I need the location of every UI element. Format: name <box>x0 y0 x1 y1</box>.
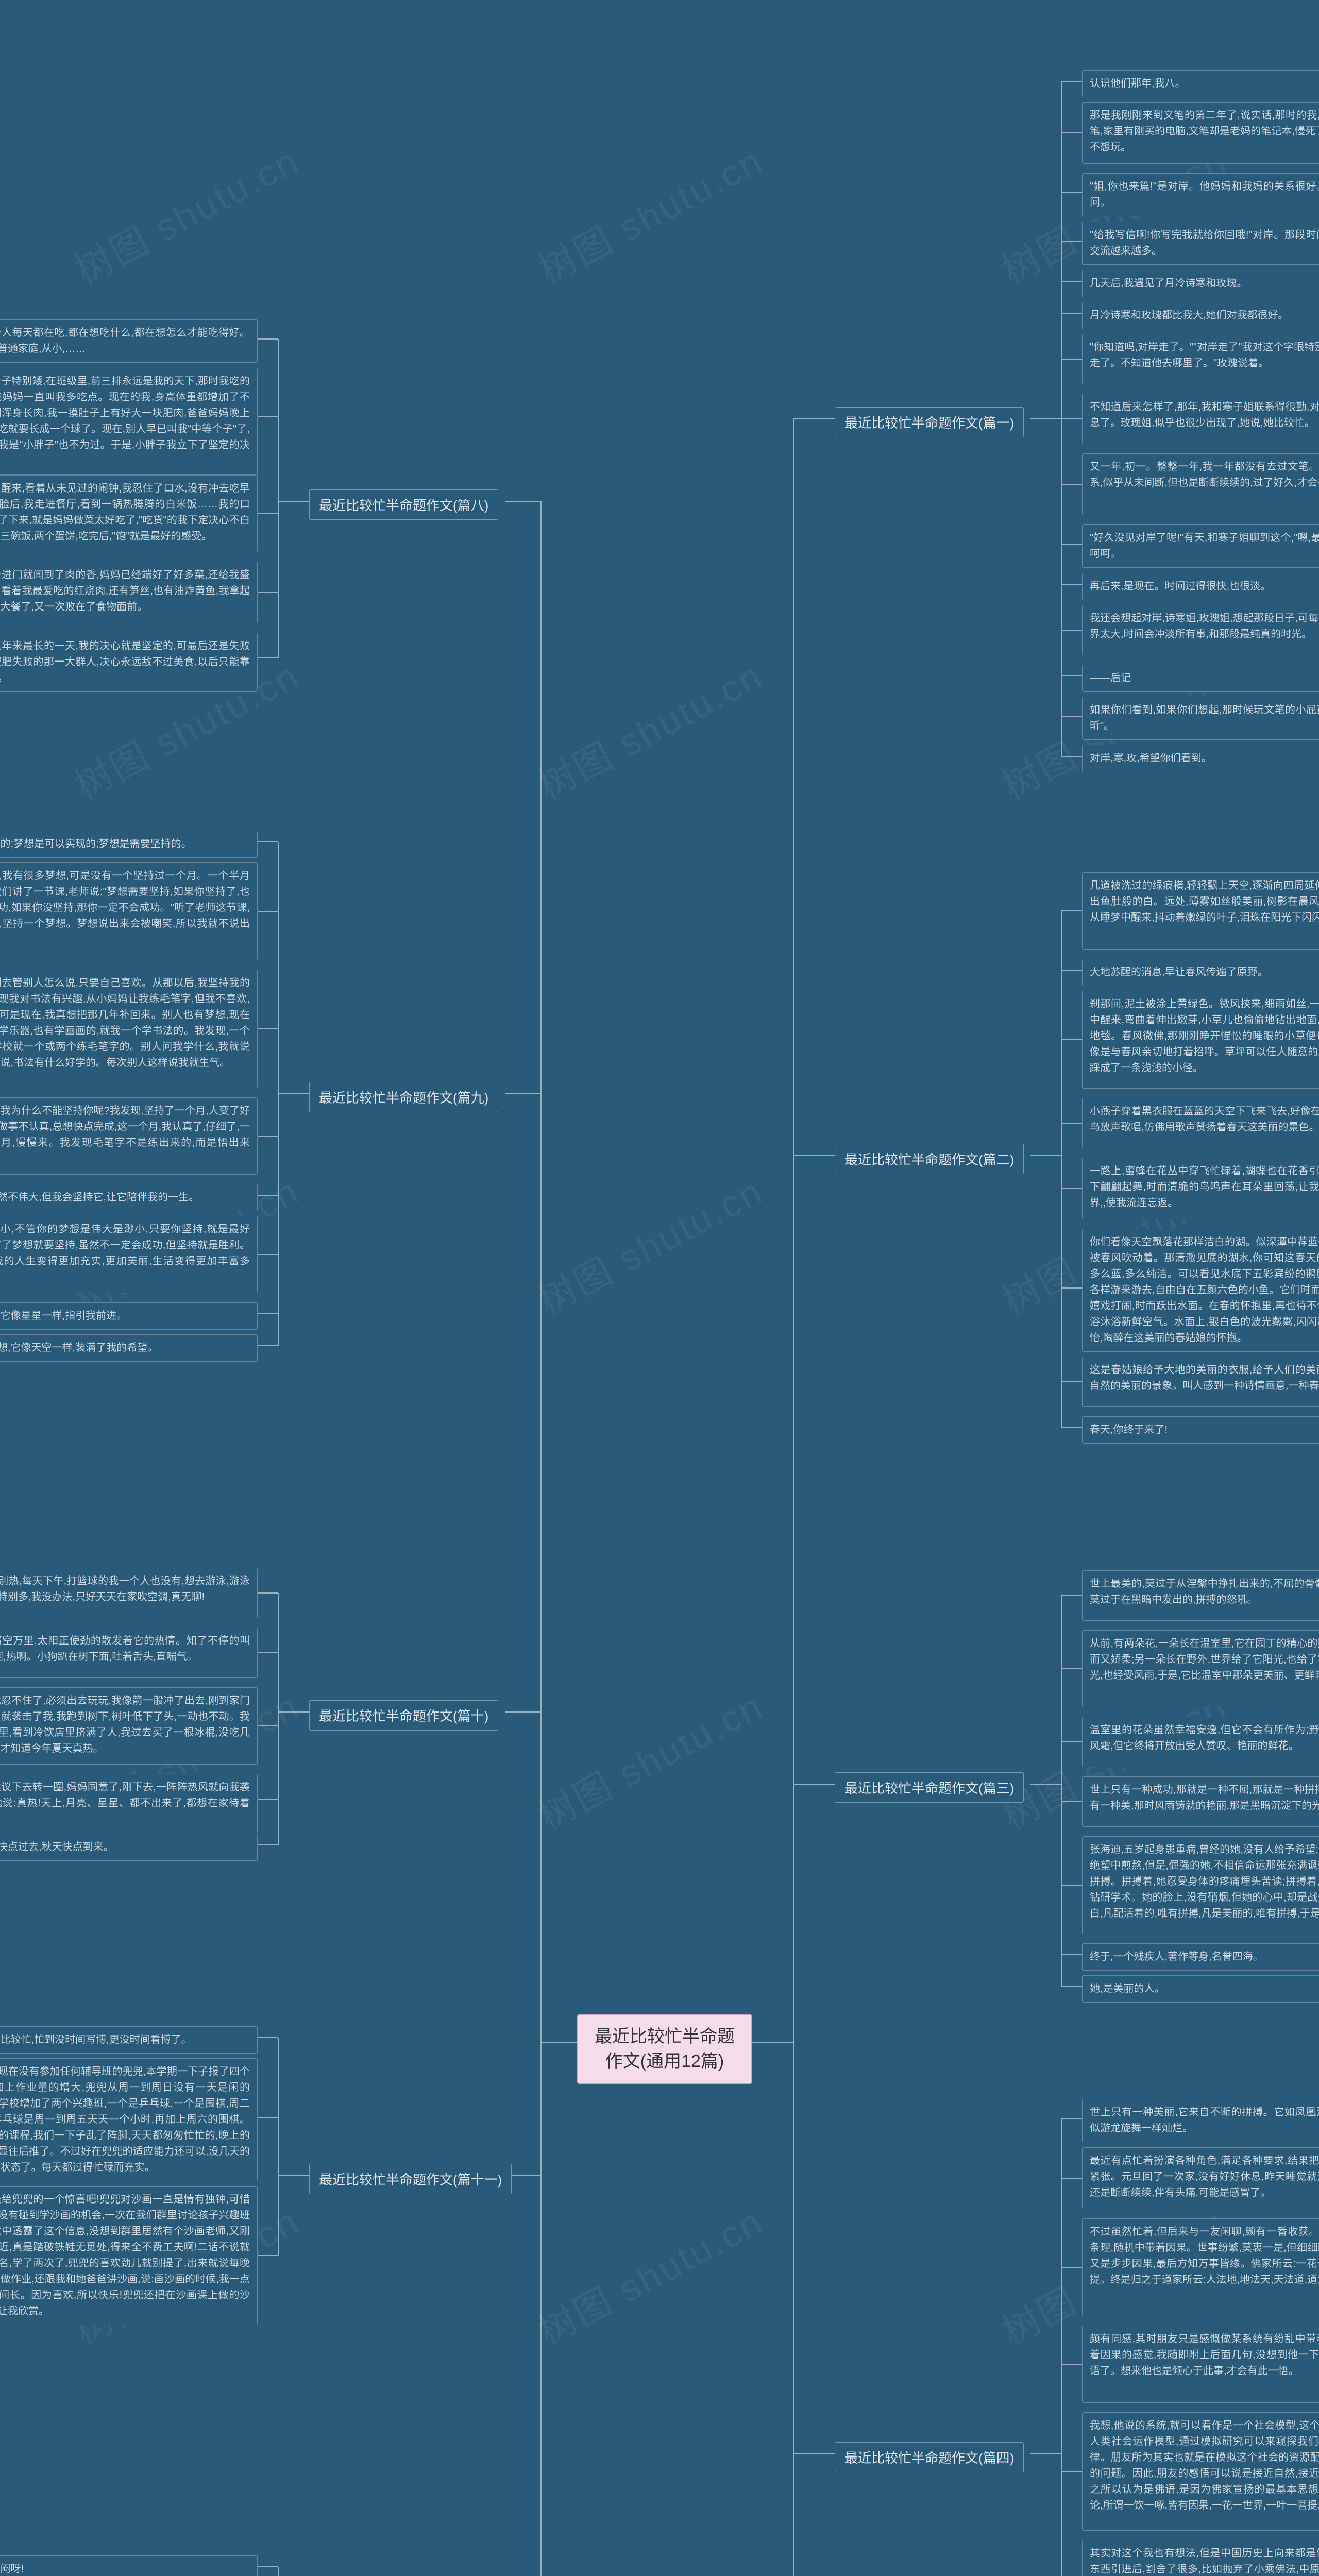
watermark: 树图 shutu.cn <box>63 130 307 294</box>
leaf-node: 张海迪,五岁起身患重病,曾经的她,没有人给予希望;曾经的她,只能在绝望中煎熬,但… <box>1082 1836 1319 1934</box>
leaf-node: 世上最美的,莫过于从涅槃中挣扎出来的,不屈的骨骼;世上最动人的,莫过于在黑暗中发… <box>1082 1570 1319 1621</box>
leaf-node: 从一年级到现在没有参加任何辅导班的兜兜,本学期一下子报了四个兴趣班,再加上作业量… <box>0 2058 258 2181</box>
branch-node: 最近比较忙半命题作文(篇三) <box>835 1772 1024 1803</box>
leaf-node: 一天下午,我忍不住了,必须出去玩玩,我像箭一般冲了出去,刚到家门口,一股热浪就袭… <box>0 1687 258 1765</box>
leaf-node: 大地苏醒的消息,早让春风传遍了原野。 <box>1082 959 1319 986</box>
leaf-node: 认识他们那年,我八。 <box>1082 70 1319 97</box>
leaf-node: 沙画,就算是给兜兜的一个惊喜吧!兜兜对沙画一直是情有独钟,可惜我们一直也没有碰到… <box>0 2186 258 2325</box>
leaf-node: 刹那间,泥土被涂上黄绿色。微风挟来,细雨如丝,一粒粒种子从沉睡中醒来,弯曲着伸出… <box>1082 991 1319 1089</box>
leaf-node: 梦想不分大小,不管你的梦想是伟大是渺小,只要你坚持,就是最好的。所以,有了梦想就… <box>0 1216 258 1293</box>
leaf-node: 那是我刚刚来到文笔的第二年了,说实话,那时的我,并不喜欢超去文笔,家里有刚买的电… <box>1082 102 1319 164</box>
branch-node: 最近比较忙半命题作文(篇二) <box>835 1144 1024 1174</box>
watermark: 树图 shutu.cn <box>527 130 771 294</box>
center-title: 最近比较忙半命题作文(通用12篇) <box>577 2014 752 2084</box>
leaf-node: 我爱我的梦想,它像天空一样,装满了我的希望。 <box>0 1334 258 1362</box>
leaf-node: "好久没见对岸了呢!"有天,和寒子姐聊到这个,"嗯,最近比较忙呢!"忙,呵呵。 <box>1082 524 1319 568</box>
leaf-node: 月冷诗寒和玫瑰都比我大,她们对我都很好。 <box>1082 302 1319 329</box>
leaf-node: 对岸,寒,玫,希望你们看到。 <box>1082 745 1319 772</box>
branch-node: 最近比较忙半命题作文(篇十一) <box>309 2164 512 2194</box>
branch-node: 最近比较忙半命题作文(篇一) <box>835 407 1024 437</box>
branch-node: 最近比较忙半命题作文(篇十) <box>309 1700 498 1731</box>
leaf-node: 从小到现在,我有很多梦想,可是没有一个坚持过一个月。一个半月前,老师给我们讲了一… <box>0 862 258 960</box>
leaf-node: 我喜欢梦想,它像星星一样,指引我前进。 <box>0 1302 258 1330</box>
leaf-node: 烈日当空,晴空万里,太阳正使劲的散发着它的热情。知了不停的叫着:热啊,热啊,热啊… <box>0 1628 258 1678</box>
leaf-node: 我的梦想虽然不伟大,但我会坚持它,让它陪伴我的一生。 <box>0 1184 258 1211</box>
leaf-node: 世上只有一种成功,那就是一种不屈,那就是一种拼搏;同理,世上也只有一种美,那时风… <box>1082 1776 1319 1827</box>
leaf-node: 从前的我,个子特别矮,在班级里,前三排永远是我的天下,那时我吃的也不多,爸爸妈妈… <box>0 368 258 475</box>
leaf-node: "姐,你也来篇!"是对岸。他妈妈和我妈的关系很好。"来篇什么?"我问。 <box>1082 173 1319 216</box>
branch-node: 最近比较忙半命题作文(篇八) <box>309 489 498 520</box>
leaf-node: 你们看像天空飘落花那样洁白的湖。似深潭中荐蓝一般清澈的小河,被春风吹动着。那清澈… <box>1082 1229 1319 1352</box>
leaf-node: 我想,他说的系统,就可以看作是一个社会模型,这个社会就是典型的人类社会运作模型,… <box>1082 2412 1319 2531</box>
leaf-node: 又一年,初一。整整一年,我一年都没有去过文笔。而和寒子姐的联系,似乎从未间断,但… <box>1082 453 1319 515</box>
leaf-node: "给我写信啊!你写完我就给你回哦!"对岸。那段时间,和对岸的书信交流越来越多。 <box>1082 222 1319 265</box>
leaf-node: 几道被洗过的绿痕横,轻轻飘上天空,逐渐向四周延伸,渐渐地,太阳露出鱼肚般的白。远… <box>1082 872 1319 950</box>
leaf-node: 这是春姑娘给予大地的美丽的衣服,给予人们的美丽的享受,给予大自然的美丽的景象。叫… <box>1082 1357 1319 1407</box>
branch-node: 最近比较忙半命题作文(篇四) <box>835 2442 1024 2472</box>
leaf-node: 中午回家,一进门就闻到了肉的香,妈妈已经端好了好多菜,还给我盛了一大碗饭,看着我… <box>0 562 258 623</box>
leaf-node: 晚饭后,我建议下去转一圈,妈妈同意了,刚下去,一阵阵热风就向我袭来,我不由地说:… <box>0 1774 258 1833</box>
leaf-node: 吃,我们每个人每天都在吃,都在想吃什么,都在想怎么才能吃得好。我来自一个普通家庭… <box>0 319 258 363</box>
leaf-node: 颇有同感,其时朋友只是感慨做某系统有纷乱中带着条理,随机中带着因果的感觉,我随即… <box>1082 2326 1319 2403</box>
leaf-node: 她,是美丽的人。 <box>1082 1975 1319 2003</box>
leaf-node: 啊!真让人郁闷呀! <box>0 2555 258 2576</box>
leaf-node: 温室里的花朵虽然幸福安逸,但它不会有所作为;野外的花虽然饱经风霜,但它终将开放出… <box>1082 1717 1319 1767</box>
leaf-node: 终于,一个残疾人,著作等身,名誉四海。 <box>1082 1943 1319 1971</box>
leaf-node: 吃,这是我五年来最长的一天,我的决心就是坚定的,可最后还是失败了,我就像减肥失败… <box>0 633 258 692</box>
leaf-node: "你知道吗,对岸走了。""对岸走了"我对这个字眼特别敏感。"嗯,对岸走了。不知道… <box>1082 334 1319 384</box>
leaf-node: 如果你们看到,如果你们想起,那时候玩文笔的小屁孩"小作家","小文昕"。 <box>1082 697 1319 740</box>
leaf-node: ——后记 <box>1082 665 1319 692</box>
leaf-node: 世上只有一种美丽,它来自不断的拼搏。它如凤凰涅槃一样动人,它似游龙旋舞一样灿烂。 <box>1082 2099 1319 2142</box>
leaf-node: 春天,你终于来了! <box>1082 1416 1319 1444</box>
leaf-node: 小燕子穿着黑衣服在蓝蓝的天空下飞来飞去,好像在玩捉迷藏。百灵鸟放声歌唱,仿佛用歌… <box>1082 1098 1319 1148</box>
leaf-node: 再后来,是现在。时间过得很快,也很淡。 <box>1082 573 1319 600</box>
leaf-node: 我还会想起对岸,诗寒姐,玫瑰姐,想起那段日子,可每个人都比较忙,世界太大,时间会… <box>1082 605 1319 655</box>
leaf-node: 不过虽然忙着,但后来与一友闲聊,颇有一番收获。系统纷乱中带着条理,随机中带着因果… <box>1082 2218 1319 2316</box>
leaf-node: 从前,有两朵花,一朵长在温室里,它在园丁的精心的照顾下,长得悦目而又娇柔;另一朵… <box>1082 1630 1319 1707</box>
leaf-node: 几天后,我遇见了月冷诗寒和玫瑰。 <box>1082 270 1319 297</box>
watermark: 树图 shutu.cn <box>527 2191 771 2355</box>
leaf-node: 第一天,早上醒来,看着从未见过的闹钟,我忍住了口水,没有冲去吃早饭。刷牙洗脸后,… <box>0 475 258 552</box>
leaf-node: 一路上,蜜蜂在花丛中穿飞忙碌着,蝴蝶也在花香引起的那芬芳扑鼻下翩翩起舞,时而清脆… <box>1082 1158 1319 1219</box>
watermark: 树图 shutu.cn <box>527 1161 771 1325</box>
leaf-node: 其实对这个我也有想法,但是中国历史上向来都是儒道互补,佛家的东西引进后,割舍了很… <box>1082 2540 1319 2576</box>
branch-node: 最近比较忙半命题作文(篇九) <box>309 1082 498 1112</box>
leaf-node: 梦想啊梦想,我为什么不能坚持你呢?我发现,坚持了一个月,人变了好多。我以前做事不… <box>0 1097 258 1175</box>
leaf-node: 真想让夏天快点过去,秋天快点到来。 <box>0 1834 258 1861</box>
leaf-node: 最近有点忙着扮演各种角色,满足各种要求,结果把自己搞得精神很紧张。元旦回了一次家… <box>1082 2147 1319 2209</box>
watermark: 树图 shutu.cn <box>527 646 771 809</box>
leaf-node: 梦想,是美丽的;梦想是可以实现的;梦想是需要坚持的。 <box>0 831 258 858</box>
leaf-node: 最近比较烦,比较忙,忙到没时间写博,更没时间看博了。 <box>0 2026 258 2054</box>
leaf-node: 我说我的,别去管别人怎么说,只要自己喜欢。从那以后,我坚持我的梦想。我发现我对书… <box>0 970 258 1088</box>
watermark: 树图 shutu.cn <box>527 1676 771 1840</box>
leaf-node: 不知道后来怎样了,那年,我和寒子姐联系得很勤,对岸是再也没有消息了。玫瑰姐,似乎… <box>1082 394 1319 444</box>
leaf-node: 今年夏天特别热,每天下午,打篮球的我一个人也没有,想去游泳,游泳池里的人又特别多… <box>0 1568 258 1618</box>
